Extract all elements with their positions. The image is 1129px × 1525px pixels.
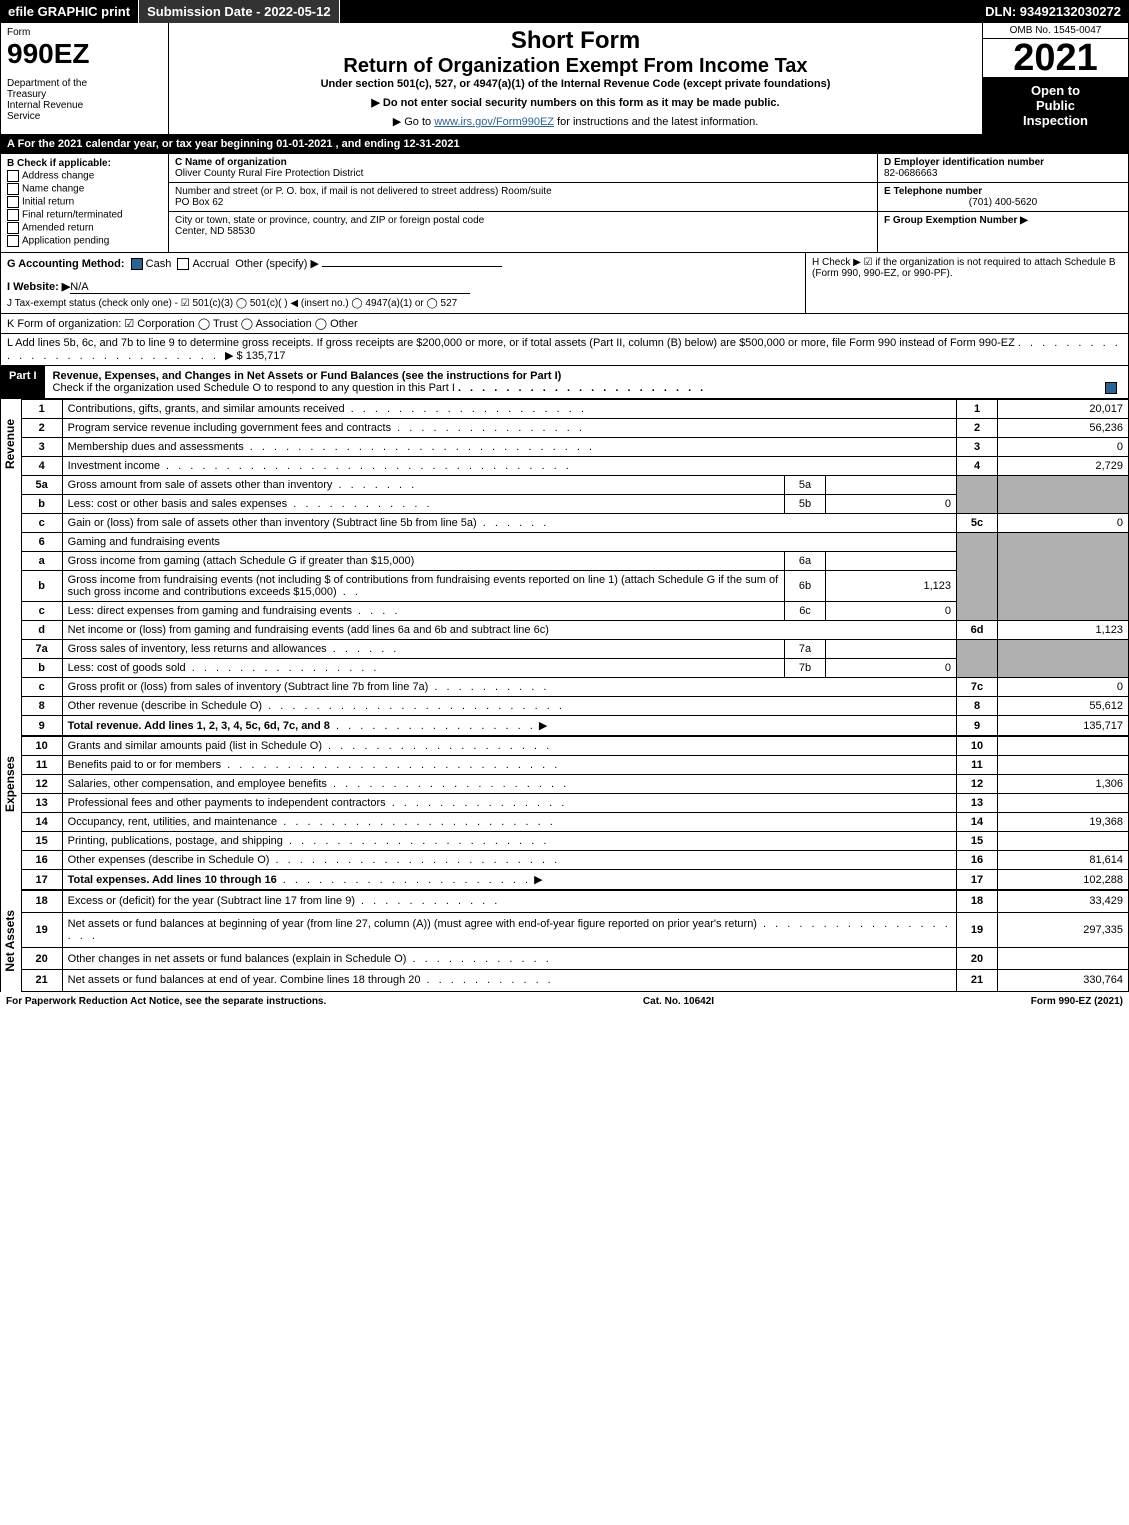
- f-label: F Group Exemption Number ▶: [884, 215, 1028, 226]
- form-word: Form: [7, 27, 162, 38]
- other-input[interactable]: [322, 266, 502, 267]
- part-i-check-text: Check if the organization used Schedule …: [53, 382, 455, 394]
- schedule-o-checkbox[interactable]: [1105, 382, 1117, 394]
- ein-value: 82-0686663: [884, 168, 937, 179]
- net-assets-section: Net Assets 18Excess or (deficit) for the…: [0, 890, 1129, 992]
- h-schedule-b: H Check ▶ ☑ if the organization is not r…: [806, 253, 1128, 313]
- e-label: E Telephone number: [884, 186, 982, 197]
- i-label: I Website: ▶: [7, 281, 70, 293]
- part-i-title: Revenue, Expenses, and Changes in Net As…: [53, 370, 562, 382]
- d-ein-block: D Employer identification number 82-0686…: [878, 154, 1128, 183]
- line-14: 14Occupancy, rent, utilities, and mainte…: [21, 813, 1128, 832]
- city-block: City or town, state or province, country…: [169, 212, 877, 240]
- line-1: 1Contributions, gifts, grants, and simil…: [21, 400, 1128, 419]
- line-5a: 5aGross amount from sale of assets other…: [21, 476, 1128, 495]
- part-i-label: Part I: [1, 366, 45, 398]
- org-name: Oliver County Rural Fire Protection Dist…: [175, 168, 363, 179]
- line-15: 15Printing, publications, postage, and s…: [21, 832, 1128, 851]
- revenue-sidelabel: Revenue: [1, 399, 21, 736]
- instr-suffix: for instructions and the latest informat…: [554, 116, 758, 128]
- title-short-form: Short Form: [175, 27, 976, 55]
- city-label: City or town, state or province, country…: [175, 215, 484, 226]
- e-phone-block: E Telephone number (701) 400-5620: [878, 183, 1128, 212]
- instr-prefix: ▶ Go to: [393, 116, 434, 128]
- irs-link[interactable]: www.irs.gov/Form990EZ: [434, 116, 554, 128]
- line-9: 9Total revenue. Add lines 1, 2, 3, 4, 5c…: [21, 716, 1128, 736]
- city-value: Center, ND 58530: [175, 226, 255, 237]
- submission-date: Submission Date - 2022-05-12: [139, 0, 340, 23]
- form-code: 990EZ: [7, 38, 162, 70]
- section-b-through-f: B Check if applicable: Address change Na…: [0, 154, 1129, 253]
- expenses-sidelabel: Expenses: [1, 736, 21, 890]
- check-final-return[interactable]: Final return/terminated: [7, 209, 162, 221]
- check-amended-return[interactable]: Amended return: [7, 222, 162, 234]
- title-return: Return of Organization Exempt From Incom…: [175, 55, 976, 78]
- line-8: 8Other revenue (describe in Schedule O) …: [21, 697, 1128, 716]
- row-l: L Add lines 5b, 6c, and 7b to line 9 to …: [0, 334, 1129, 366]
- line-21: 21Net assets or fund balances at end of …: [21, 969, 1128, 991]
- line-13: 13Professional fees and other payments t…: [21, 794, 1128, 813]
- line-10: 10Grants and similar amounts paid (list …: [21, 737, 1128, 756]
- line-6: 6Gaming and fundraising events: [21, 533, 1128, 552]
- check-cash[interactable]: [131, 258, 143, 270]
- line-4: 4Investment income . . . . . . . . . . .…: [21, 457, 1128, 476]
- line-12: 12Salaries, other compensation, and empl…: [21, 775, 1128, 794]
- check-initial-return[interactable]: Initial return: [7, 196, 162, 208]
- footer-left: For Paperwork Reduction Act Notice, see …: [6, 996, 326, 1007]
- tax-year: 2021: [983, 39, 1128, 77]
- c-name-block: C Name of organization Oliver County Rur…: [169, 154, 877, 183]
- department-label: Department of theTreasuryInternal Revenu…: [7, 78, 162, 122]
- i-website: I Website: ▶N/A: [7, 280, 799, 294]
- line-3: 3Membership dues and assessments . . . .…: [21, 438, 1128, 457]
- f-group-block: F Group Exemption Number ▶: [878, 212, 1128, 252]
- efile-label: efile GRAPHIC print: [0, 0, 139, 23]
- part-i-header: Part I Revenue, Expenses, and Changes in…: [0, 366, 1129, 399]
- line-20: 20Other changes in net assets or fund ba…: [21, 948, 1128, 970]
- line-2: 2Program service revenue including gover…: [21, 419, 1128, 438]
- netassets-sidelabel: Net Assets: [1, 890, 21, 992]
- instruction-ssn: ▶ Do not enter social security numbers o…: [175, 96, 976, 109]
- revenue-section: Revenue 1Contributions, gifts, grants, a…: [0, 399, 1129, 736]
- j-tax-exempt: J Tax-exempt status (check only one) - ☑…: [7, 298, 799, 309]
- row-k: K Form of organization: ☑ Corporation ◯ …: [0, 314, 1129, 334]
- row-g-h: G Accounting Method: Cash Accrual Other …: [0, 253, 1129, 314]
- expenses-section: Expenses 10Grants and similar amounts pa…: [0, 736, 1129, 890]
- page-footer: For Paperwork Reduction Act Notice, see …: [0, 992, 1129, 1011]
- line-11: 11Benefits paid to or for members . . . …: [21, 756, 1128, 775]
- l-text: L Add lines 5b, 6c, and 7b to line 9 to …: [7, 337, 1015, 349]
- subtitle: Under section 501(c), 527, or 4947(a)(1)…: [175, 78, 976, 90]
- addr-value: PO Box 62: [175, 197, 223, 208]
- line-5c: cGain or (loss) from sale of assets othe…: [21, 514, 1128, 533]
- g-label: G Accounting Method:: [7, 258, 125, 270]
- d-label: D Employer identification number: [884, 157, 1044, 168]
- check-name-change[interactable]: Name change: [7, 183, 162, 195]
- footer-center: Cat. No. 10642I: [643, 996, 714, 1007]
- g-accounting: G Accounting Method: Cash Accrual Other …: [7, 257, 799, 270]
- top-bar: efile GRAPHIC print Submission Date - 20…: [0, 0, 1129, 23]
- addr-label: Number and street (or P. O. box, if mail…: [175, 186, 552, 197]
- website-value: N/A: [70, 281, 88, 293]
- check-accrual[interactable]: [177, 258, 189, 270]
- dln-label: DLN: 93492132030272: [977, 0, 1129, 23]
- b-label: B Check if applicable:: [7, 158, 162, 169]
- line-6d: dNet income or (loss) from gaming and fu…: [21, 621, 1128, 640]
- l-amount: ▶ $ 135,717: [225, 350, 285, 362]
- address-block: Number and street (or P. O. box, if mail…: [169, 183, 877, 212]
- phone-value: (701) 400-5620: [884, 197, 1122, 208]
- line-17: 17Total expenses. Add lines 10 through 1…: [21, 870, 1128, 890]
- check-application-pending[interactable]: Application pending: [7, 235, 162, 247]
- line-7c: cGross profit or (loss) from sales of in…: [21, 678, 1128, 697]
- form-header: Form 990EZ Department of theTreasuryInte…: [0, 23, 1129, 135]
- instruction-link-row: ▶ Go to www.irs.gov/Form990EZ for instru…: [175, 115, 976, 128]
- row-a-calendar-year: A For the 2021 calendar year, or tax yea…: [0, 135, 1129, 154]
- line-7a: 7aGross sales of inventory, less returns…: [21, 640, 1128, 659]
- open-to-public: Open toPublicInspection: [983, 77, 1128, 134]
- c-label: C Name of organization: [175, 157, 287, 168]
- part-i-title-block: Revenue, Expenses, and Changes in Net As…: [45, 366, 1128, 398]
- line-16: 16Other expenses (describe in Schedule O…: [21, 851, 1128, 870]
- check-address-change[interactable]: Address change: [7, 170, 162, 182]
- footer-right: Form 990-EZ (2021): [1031, 996, 1123, 1007]
- line-19: 19Net assets or fund balances at beginni…: [21, 912, 1128, 947]
- line-18: 18Excess or (deficit) for the year (Subt…: [21, 891, 1128, 913]
